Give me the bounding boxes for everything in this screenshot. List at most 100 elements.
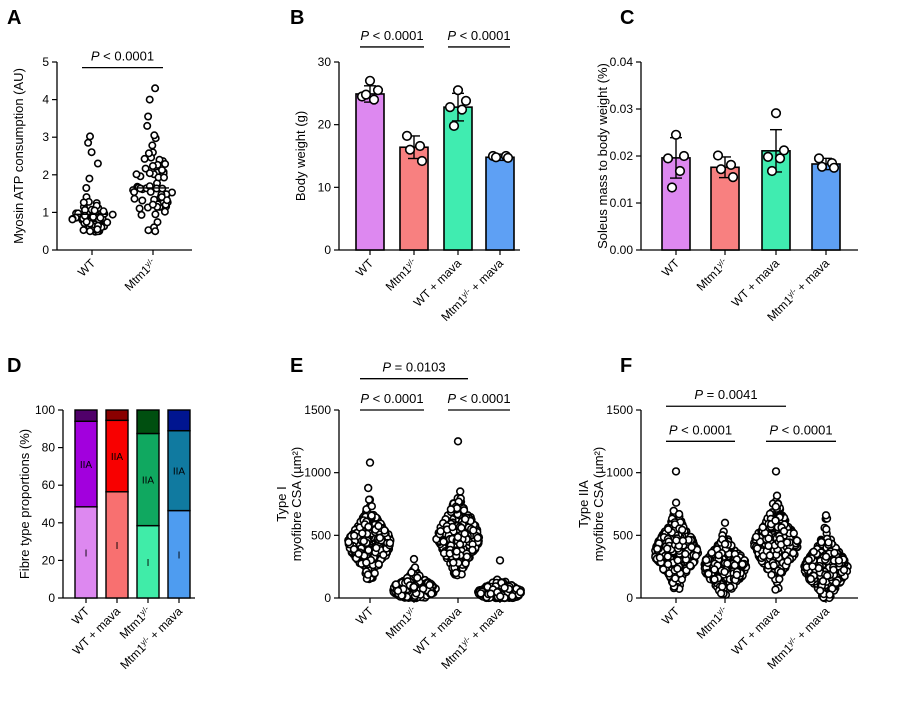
data-point [448,522,457,532]
y-axis-label: Soleus mass to body weight (%) [595,63,610,249]
data-point [151,84,160,93]
data-point [662,153,674,164]
data-point [769,561,778,570]
data-point [460,529,469,538]
data-point [456,104,468,115]
panel-letter: E [290,355,303,377]
data-point [453,532,463,542]
x-tick-label: WT [353,256,377,280]
data-point [427,589,436,598]
y-tick-label: 4 [42,93,49,107]
data-point [792,536,802,545]
data-point [473,533,482,543]
data-point [460,95,472,106]
segment-label: IIA [80,460,93,471]
data-point [461,559,470,568]
data-point [145,95,154,104]
y-tick-label: 0 [324,243,331,257]
data-point [655,553,665,562]
data-point [160,207,169,216]
data-point [653,544,662,553]
y-tick-label: 20 [318,118,332,132]
data-point [664,525,673,534]
data-point [86,227,95,236]
data-point [771,467,781,476]
data-point [723,559,732,568]
y-tick-label: 500 [311,528,331,542]
data-point [834,556,844,565]
data-point [725,159,737,170]
data-point [452,85,464,96]
data-point [103,218,112,227]
data-point [490,152,502,163]
x-tick-label: Mtm1y/- [382,256,420,294]
data-point [817,537,826,547]
data-point [404,144,416,155]
data-point [710,565,719,574]
data-point [764,541,773,551]
data-point [380,526,389,535]
data-point [712,150,724,161]
data-point [90,206,99,215]
data-point [738,559,747,569]
data-point [416,155,428,167]
data-point [444,101,456,113]
data-point [148,162,157,171]
data-point [452,547,461,556]
data-point [779,526,789,536]
data-point [130,194,139,203]
data-point [96,213,105,222]
data-point [401,130,413,141]
bar [355,93,385,251]
data-point [681,549,690,559]
data-point [678,150,690,162]
data-point [839,565,849,575]
y-tick-label: 1000 [606,466,633,480]
data-point [469,526,478,535]
panel-letter: B [290,7,304,29]
bar [485,156,515,251]
segment-label: I [85,548,88,559]
data-point [672,536,681,545]
x-tick-label: Mtm1y/- [693,256,731,294]
y-tick-label: 30 [318,55,332,69]
data-point [691,551,701,561]
data-point [451,568,461,578]
data-point [138,196,147,205]
data-point [84,138,93,147]
data-point [720,539,730,549]
data-point [108,210,117,219]
data-point [771,585,780,594]
data-point [93,225,102,234]
x-tick-label: WT [659,256,683,280]
segment-label: I [178,550,181,561]
data-point [365,458,375,467]
x-tick-label: Mtm1y/- [121,256,159,294]
panel-letter: D [7,355,21,377]
data-point [372,85,384,96]
data-point [821,552,831,561]
y-tick-label: 0 [48,591,55,605]
data-point [455,540,465,549]
data-point [144,149,153,158]
data-point [496,592,505,601]
panel-letter: F [620,355,632,377]
y-tick-label: 5 [42,55,49,69]
y-tick-label: 500 [613,528,633,542]
data-point [148,141,157,150]
data-point [425,580,434,590]
data-point [393,586,403,595]
data-point [153,218,162,227]
data-point [774,153,786,164]
data-point [821,511,831,520]
p-value-label: P = 0.0041 [694,387,757,402]
data-point [140,154,149,163]
panel-letter: A [7,7,21,29]
y-axis-label: Body weight (g) [293,111,308,201]
data-point [82,184,91,193]
data-point [358,529,367,538]
y-tick-label: 0 [42,243,49,257]
data-point [813,153,825,164]
y-tick-label: 3 [42,130,49,144]
data-point [804,555,813,565]
